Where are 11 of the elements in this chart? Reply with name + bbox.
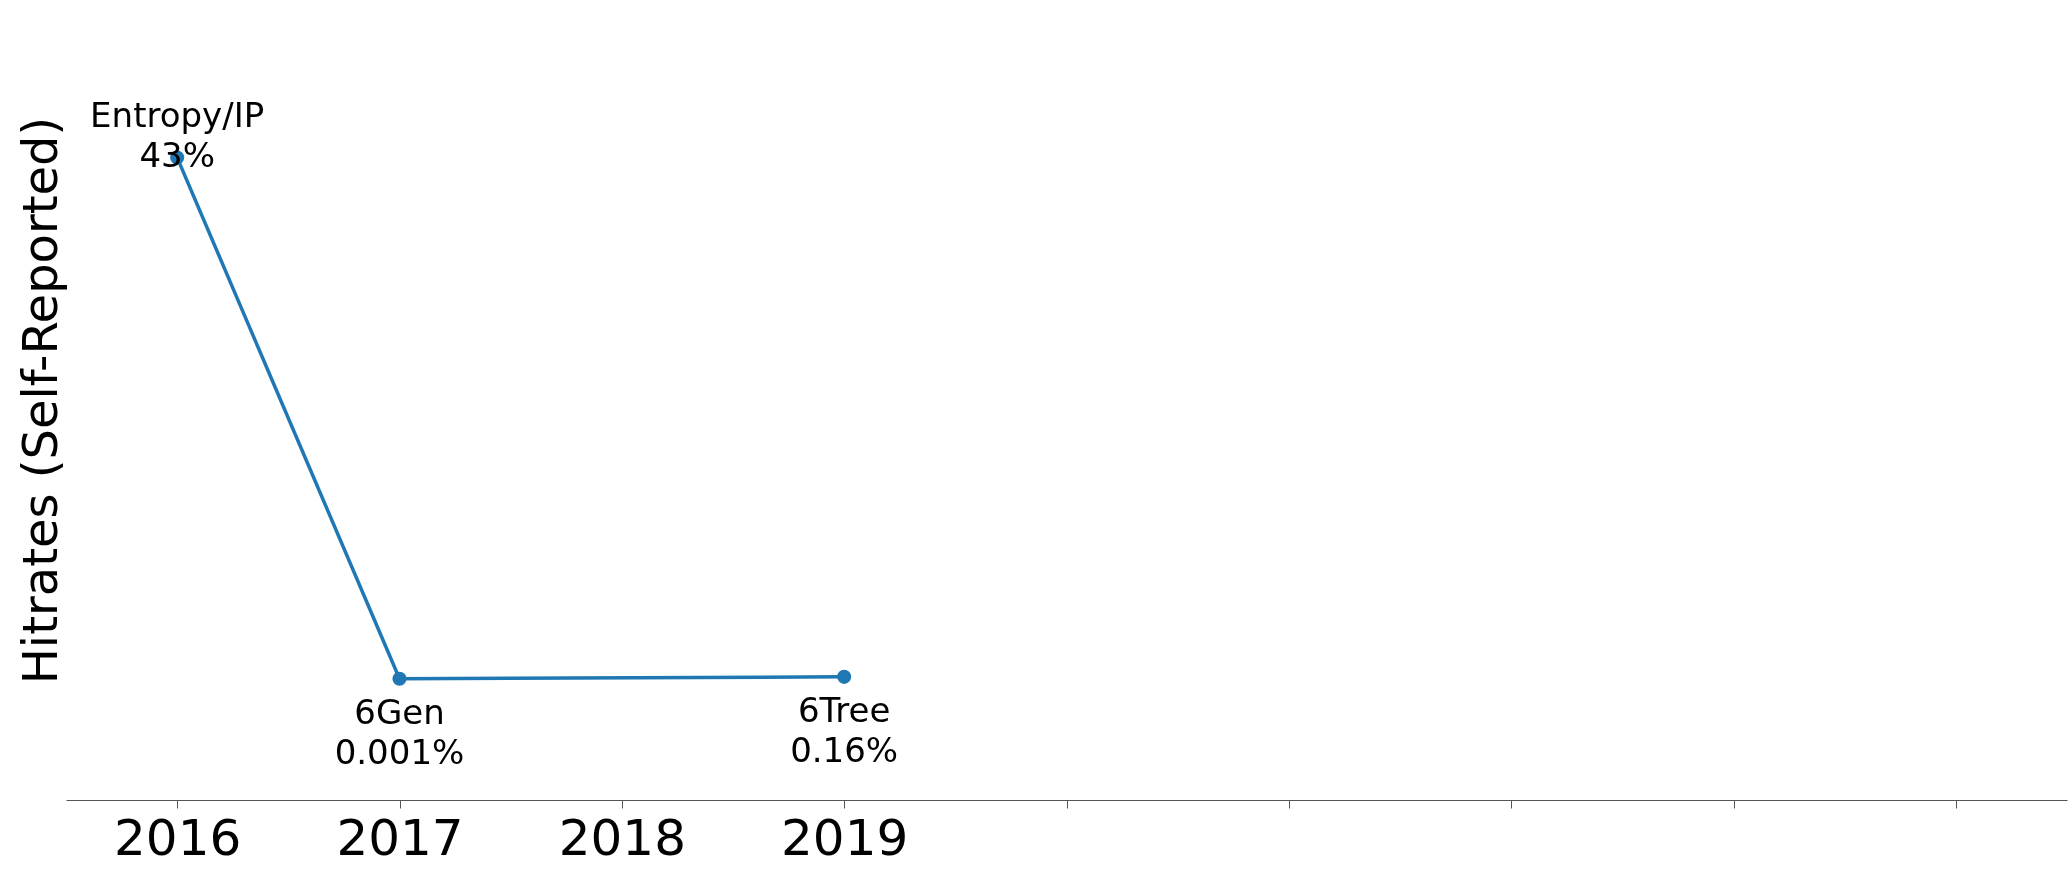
x-tick-label: 2019 bbox=[781, 808, 909, 867]
annotation: Entropy/IP bbox=[90, 94, 265, 135]
x-tick-label: 2017 bbox=[336, 808, 464, 867]
data-label: 43% bbox=[139, 134, 215, 175]
annotation: 6Tree bbox=[797, 689, 891, 730]
data-label: 0.001% bbox=[334, 731, 465, 772]
x-tick-label: 2018 bbox=[558, 808, 686, 867]
y-axis-title: Hitrates (Self-Reported) bbox=[11, 116, 68, 685]
x-tick-label: 2016 bbox=[114, 808, 242, 867]
data-label: 0.16% bbox=[790, 729, 899, 770]
annotation: 6Gen bbox=[354, 691, 445, 732]
